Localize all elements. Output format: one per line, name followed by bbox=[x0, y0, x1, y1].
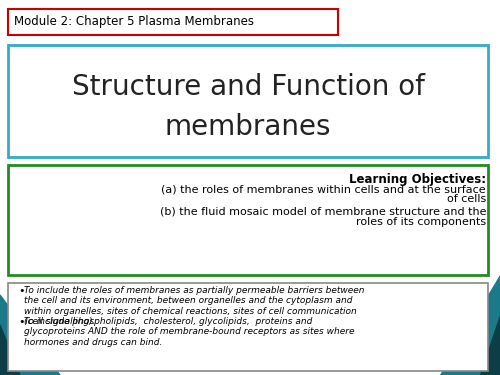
FancyBboxPatch shape bbox=[8, 283, 488, 371]
FancyBboxPatch shape bbox=[8, 45, 488, 157]
Text: To include phospholipids,  cholesterol, glycolipids,  proteins and
glycoproteins: To include phospholipids, cholesterol, g… bbox=[24, 317, 354, 347]
Text: To include the roles of membranes as partially permeable barriers between
the ce: To include the roles of membranes as par… bbox=[24, 286, 364, 326]
Text: Learning Objectives:: Learning Objectives: bbox=[349, 173, 486, 186]
Text: Module 2: Chapter 5 Plasma Membranes: Module 2: Chapter 5 Plasma Membranes bbox=[14, 15, 254, 28]
Text: roles of its components: roles of its components bbox=[356, 217, 486, 227]
Text: of cells: of cells bbox=[447, 194, 486, 204]
Text: •: • bbox=[18, 286, 25, 296]
Text: Structure and Function of: Structure and Function of bbox=[72, 73, 424, 101]
Polygon shape bbox=[0, 325, 20, 375]
FancyBboxPatch shape bbox=[8, 165, 488, 275]
Text: •: • bbox=[18, 317, 25, 327]
Polygon shape bbox=[440, 275, 500, 375]
Text: (b) the fluid mosaic model of membrane structure and the: (b) the fluid mosaic model of membrane s… bbox=[160, 207, 486, 217]
Text: (a) the roles of membranes within cells and at the surface: (a) the roles of membranes within cells … bbox=[162, 184, 486, 194]
Polygon shape bbox=[0, 295, 60, 375]
FancyBboxPatch shape bbox=[8, 9, 338, 35]
Text: membranes: membranes bbox=[165, 113, 331, 141]
Polygon shape bbox=[480, 315, 500, 375]
